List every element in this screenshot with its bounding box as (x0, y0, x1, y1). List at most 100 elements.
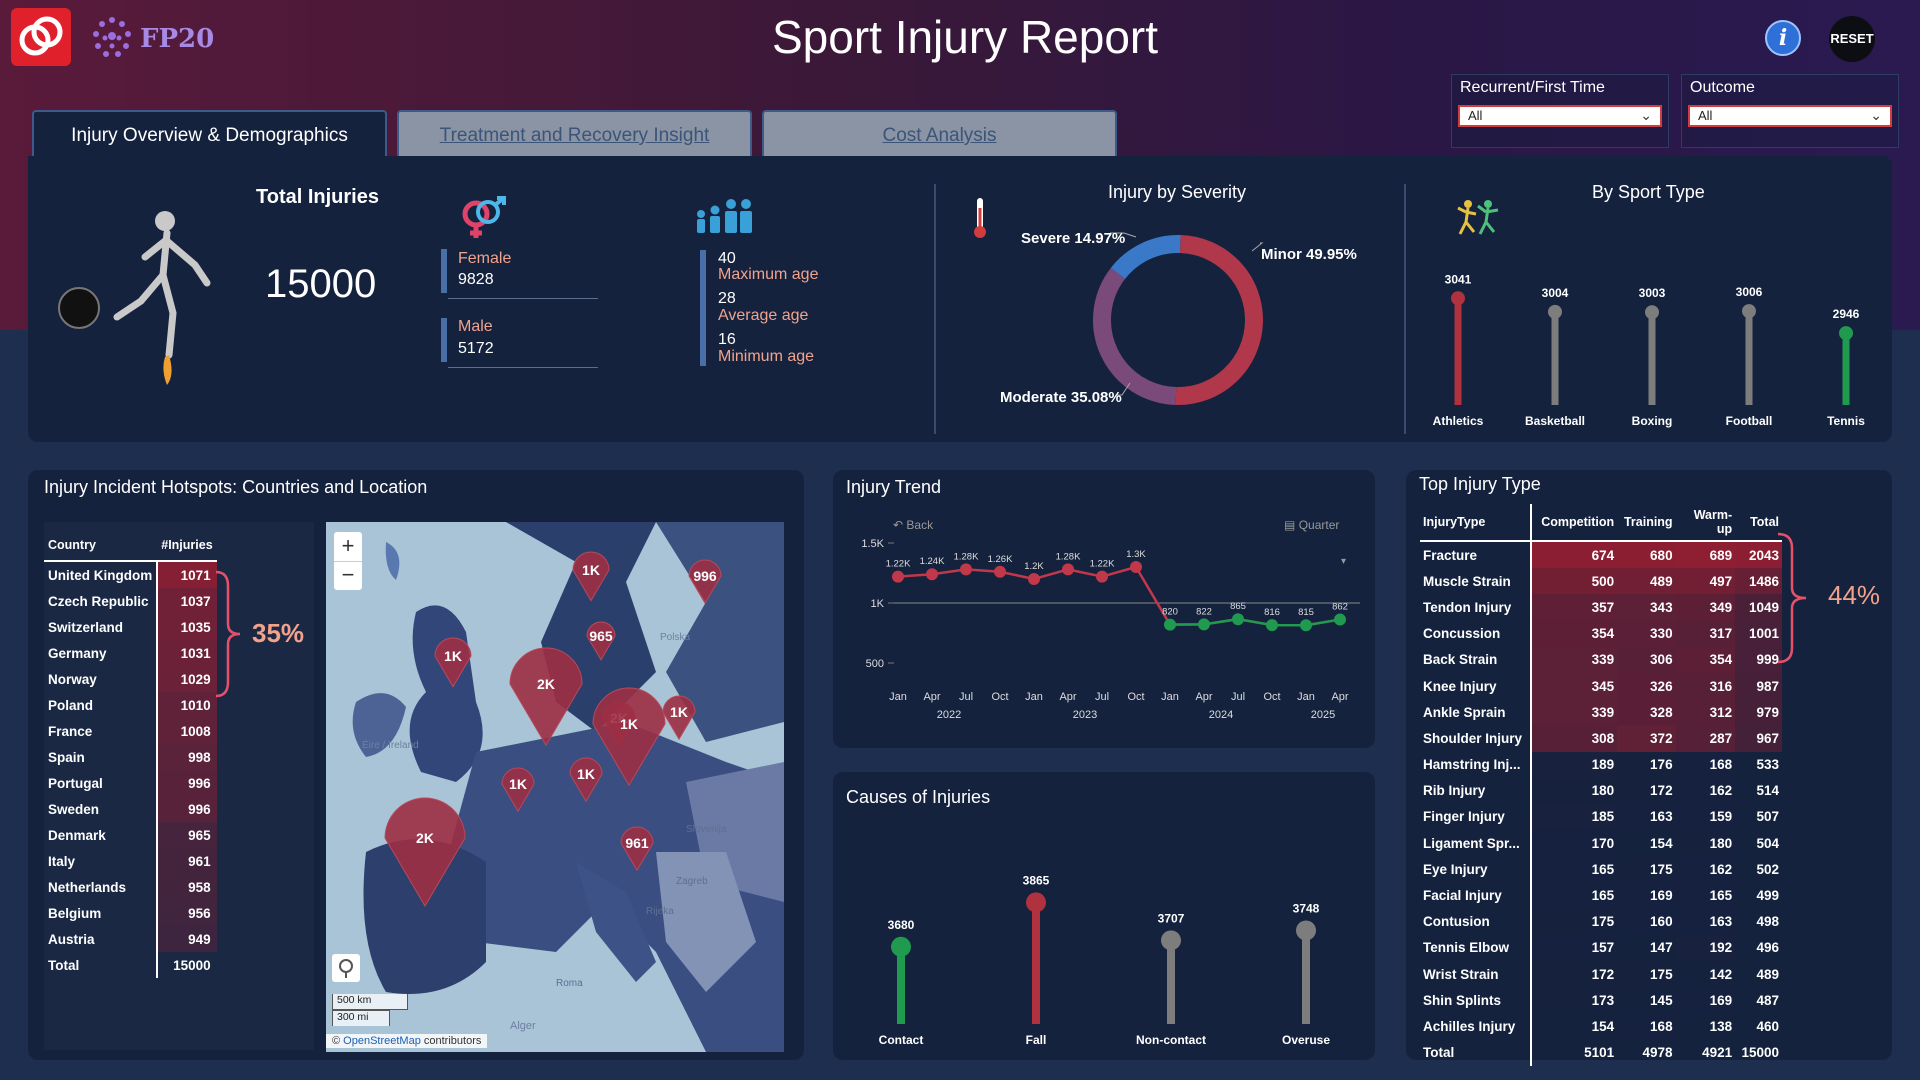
table-row[interactable]: Finger Injury 185 163 159 507 (1420, 803, 1782, 831)
col-header[interactable]: Warm-up (1675, 504, 1736, 542)
table-row[interactable]: Muscle Strain 500 489 497 1486 (1420, 568, 1782, 595)
back-button[interactable]: ↶ Back (893, 518, 933, 532)
table-row[interactable]: Knee Injury 345 326 316 987 (1420, 672, 1782, 700)
table-row[interactable]: Facial Injury 165 169 165 499 (1420, 882, 1782, 909)
table-row[interactable]: Rib Injury 180 172 162 514 (1420, 777, 1782, 804)
trend-point[interactable] (994, 565, 1006, 578)
table-row[interactable]: Ankle Sprain 339 328 312 979 (1420, 699, 1782, 726)
table-row[interactable]: Portugal 996 (44, 770, 217, 796)
map-pin[interactable]: 2K (509, 647, 583, 747)
trend-point[interactable] (960, 563, 972, 576)
lollipop-dot[interactable] (1161, 930, 1181, 951)
table-row[interactable]: Tendon Injury 357 343 349 1049 (1420, 594, 1782, 621)
trend-point[interactable] (1266, 619, 1278, 632)
map-canvas (352, 522, 784, 1052)
col-country[interactable]: Country (44, 530, 158, 562)
reset-button[interactable]: RESET (1829, 16, 1875, 62)
map-pin[interactable]: 2K (384, 797, 466, 907)
table-row[interactable]: France 1008 (44, 718, 217, 744)
trend-point[interactable] (1028, 573, 1040, 585)
table-row[interactable]: Spain 998 (44, 744, 217, 770)
table-row[interactable]: Achilles Injury 154 168 138 460 (1420, 1013, 1782, 1040)
map-pin[interactable]: 961 (620, 826, 654, 872)
col-injuries[interactable]: #Injuries (157, 530, 217, 562)
lollipop-dot[interactable] (1296, 920, 1316, 941)
lollipop-dot[interactable] (1839, 326, 1853, 341)
table-row[interactable]: Eye Injury 165 175 162 502 (1420, 856, 1782, 883)
table-row[interactable]: Tennis Elbow 157 147 192 496 (1420, 934, 1782, 961)
table-row[interactable]: Czech Republic 1037 (44, 588, 217, 614)
injury-value: 172 (1650, 783, 1673, 799)
table-row[interactable]: Shin Splints 173 145 169 487 (1420, 987, 1782, 1014)
col-header[interactable]: Training (1617, 504, 1676, 542)
pin-label: 2K (537, 676, 555, 692)
donut-slice[interactable] (1093, 267, 1177, 405)
map-pin[interactable]: 996 (688, 559, 722, 605)
trend-point[interactable] (1130, 561, 1142, 573)
trend-point[interactable] (1232, 613, 1244, 626)
map-pin[interactable]: 1K (501, 767, 535, 813)
recurrent-select[interactable]: All ⌄ (1458, 105, 1662, 127)
lollipop-dot[interactable] (1645, 305, 1659, 320)
tab-treatment-recovery[interactable]: Treatment and Recovery Insight (397, 110, 752, 160)
tab-cost-analysis[interactable]: Cost Analysis (762, 110, 1117, 160)
table-row[interactable]: Sweden 996 (44, 796, 217, 822)
col-header[interactable]: Total (1735, 504, 1782, 542)
donut-slice[interactable] (1110, 235, 1181, 280)
lollipop-dot[interactable] (891, 936, 911, 957)
locate-button[interactable] (332, 954, 360, 982)
trend-point[interactable] (1334, 613, 1346, 626)
causes-chart: 3680 Contact 3865 Fall 3707 Non-contact 3748 Ov… (879, 873, 1331, 1046)
table-row[interactable]: Austria 949 (44, 926, 217, 952)
table-row[interactable]: Shoulder Injury 308 372 287 967 (1420, 725, 1782, 752)
table-row[interactable]: Denmark 965 (44, 822, 217, 848)
table-row[interactable]: Italy 961 (44, 848, 217, 874)
table-row[interactable]: Netherlands 958 (44, 874, 217, 900)
map-pin[interactable]: 1K (434, 637, 472, 688)
outcome-select[interactable]: All ⌄ (1688, 105, 1892, 127)
trend-point[interactable] (1198, 618, 1210, 631)
map-pin[interactable]: 1K (572, 551, 610, 602)
col-header[interactable]: Competition (1530, 504, 1618, 542)
trend-point[interactable] (1164, 618, 1176, 631)
table-row[interactable]: Fracture 674 680 689 2043 (1420, 541, 1782, 569)
trend-point[interactable] (1062, 563, 1074, 576)
info-button[interactable]: i (1765, 20, 1801, 56)
lollipop-dot[interactable] (1451, 291, 1465, 306)
table-row[interactable]: Contusion 175 160 163 498 (1420, 908, 1782, 935)
osm-link[interactable]: OpenStreetMap (343, 1035, 421, 1047)
trend-point[interactable] (892, 570, 904, 583)
trend-point[interactable] (1096, 570, 1108, 583)
map-pin[interactable]: 1K (569, 757, 603, 803)
table-row[interactable]: Germany 1031 (44, 640, 217, 666)
lollipop-dot[interactable] (1026, 892, 1046, 913)
col-header[interactable]: InjuryType (1420, 504, 1532, 542)
point-label: 1.26K (988, 554, 1013, 565)
trend-point[interactable] (1300, 619, 1312, 632)
chevron-down-icon[interactable]: ▾ (1341, 556, 1347, 567)
map-pin[interactable]: 1K (662, 695, 696, 741)
country-name: Poland (44, 692, 159, 718)
map-pin[interactable]: 1K (592, 687, 666, 787)
tab-injury-overview[interactable]: Injury Overview & Demographics (32, 110, 387, 160)
europe-map[interactable]: Éire / Ireland Polska Slovenija Zagreb R… (326, 522, 784, 1052)
table-row[interactable]: United Kingdom 1071 (44, 561, 217, 588)
country-name: Portugal (44, 770, 159, 796)
drill-button[interactable]: ▤ Quarter (1284, 518, 1339, 532)
table-row[interactable]: Back Strain 339 306 354 999 (1420, 646, 1782, 673)
lollipop-dot[interactable] (1742, 304, 1756, 319)
table-row[interactable]: Ligament Spr... 170 154 180 504 (1420, 830, 1782, 857)
table-row[interactable]: Hamstring Inj... 189 176 168 533 (1420, 751, 1782, 778)
zoom-out-button[interactable]: − (341, 562, 355, 587)
table-row[interactable]: Norway 1029 (44, 666, 217, 692)
donut-slice[interactable] (1175, 235, 1264, 405)
trend-point[interactable] (926, 568, 938, 581)
table-row[interactable]: Poland 1010 (44, 692, 217, 718)
table-row[interactable]: Switzerland 1035 (44, 614, 217, 640)
table-row[interactable]: Wrist Strain 172 175 142 489 (1420, 961, 1782, 988)
lollipop-dot[interactable] (1548, 304, 1562, 319)
map-pin[interactable]: 965 (586, 621, 616, 661)
zoom-in-button[interactable]: + (334, 532, 362, 562)
table-row[interactable]: Concussion 354 330 317 1001 (1420, 620, 1782, 647)
table-row[interactable]: Belgium 956 (44, 900, 217, 926)
